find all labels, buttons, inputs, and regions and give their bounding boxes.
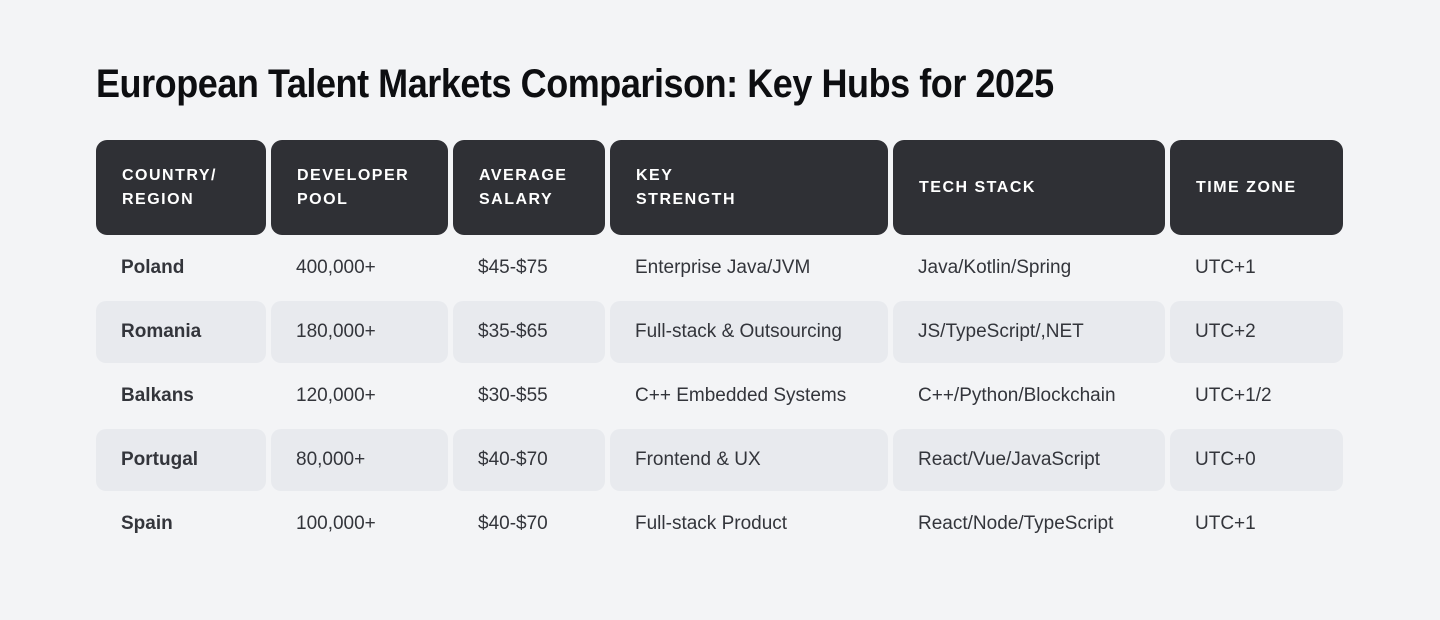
table-row-balkans: Balkans 120,000+ $30-$55 C++ Embedded Sy… [96, 364, 1343, 428]
cell-average-salary: $45-$75 [478, 257, 548, 278]
cell-time-zone: UTC+1 [1195, 257, 1256, 278]
table-header-row: COUNTRY/ REGION DEVELOPER POOL AVERAGE S… [96, 140, 1343, 235]
cell-key-strength: Full-stack Product [635, 513, 788, 534]
cell-key-strength: Enterprise Java/JVM [635, 257, 811, 278]
cell-tech-stack: C++/Python/Blockchain [918, 385, 1116, 406]
cell-tech-stack: JS/TypeScript/,NET [893, 301, 1165, 363]
cell-time-zone: UTC+1 [1195, 513, 1256, 534]
cell-country: Spain [121, 513, 173, 534]
table-row-spain: Spain 100,000+ $40-$70 Full-stack Produc… [96, 492, 1343, 556]
talent-markets-table: COUNTRY/ REGION DEVELOPER POOL AVERAGE S… [96, 140, 1343, 556]
column-header-average-salary: AVERAGE SALARY [453, 140, 605, 235]
table-row-poland: Poland 400,000+ $45-$75 Enterprise Java/… [96, 236, 1343, 300]
cell-time-zone: UTC+0 [1170, 429, 1343, 491]
cell-average-salary: $40-$70 [453, 429, 605, 491]
cell-developer-pool: 80,000+ [271, 429, 448, 491]
cell-key-strength: Frontend & UX [610, 429, 888, 491]
cell-key-strength: Full-stack & Outsourcing [610, 301, 888, 363]
cell-average-salary: $30-$55 [478, 385, 548, 406]
column-header-key-strength: KEY STRENGTH [610, 140, 888, 235]
column-header-time-zone: TIME ZONE [1170, 140, 1343, 235]
cell-developer-pool: 400,000+ [296, 257, 376, 278]
cell-tech-stack: React/Node/TypeScript [918, 513, 1114, 534]
cell-tech-stack: React/Vue/JavaScript [893, 429, 1165, 491]
column-header-tech-stack: TECH STACK [893, 140, 1165, 235]
cell-country: Romania [96, 301, 266, 363]
cell-developer-pool: 180,000+ [271, 301, 448, 363]
cell-tech-stack: Java/Kotlin/Spring [918, 257, 1072, 278]
cell-developer-pool: 100,000+ [296, 513, 376, 534]
cell-country: Portugal [96, 429, 266, 491]
cell-average-salary: $40-$70 [478, 513, 548, 534]
cell-key-strength: C++ Embedded Systems [635, 385, 847, 406]
cell-time-zone: UTC+2 [1170, 301, 1343, 363]
column-header-country-region: COUNTRY/ REGION [96, 140, 266, 235]
cell-country: Poland [121, 257, 185, 278]
table-row-portugal: Portugal 80,000+ $40-$70 Frontend & UX R… [96, 428, 1343, 492]
column-header-developer-pool: DEVELOPER POOL [271, 140, 448, 235]
page-title: European Talent Markets Comparison: Key … [96, 62, 1054, 106]
cell-time-zone: UTC+1/2 [1195, 385, 1272, 406]
cell-developer-pool: 120,000+ [296, 385, 376, 406]
table-row-romania: Romania 180,000+ $35-$65 Full-stack & Ou… [96, 300, 1343, 364]
cell-average-salary: $35-$65 [453, 301, 605, 363]
cell-country: Balkans [121, 385, 194, 406]
